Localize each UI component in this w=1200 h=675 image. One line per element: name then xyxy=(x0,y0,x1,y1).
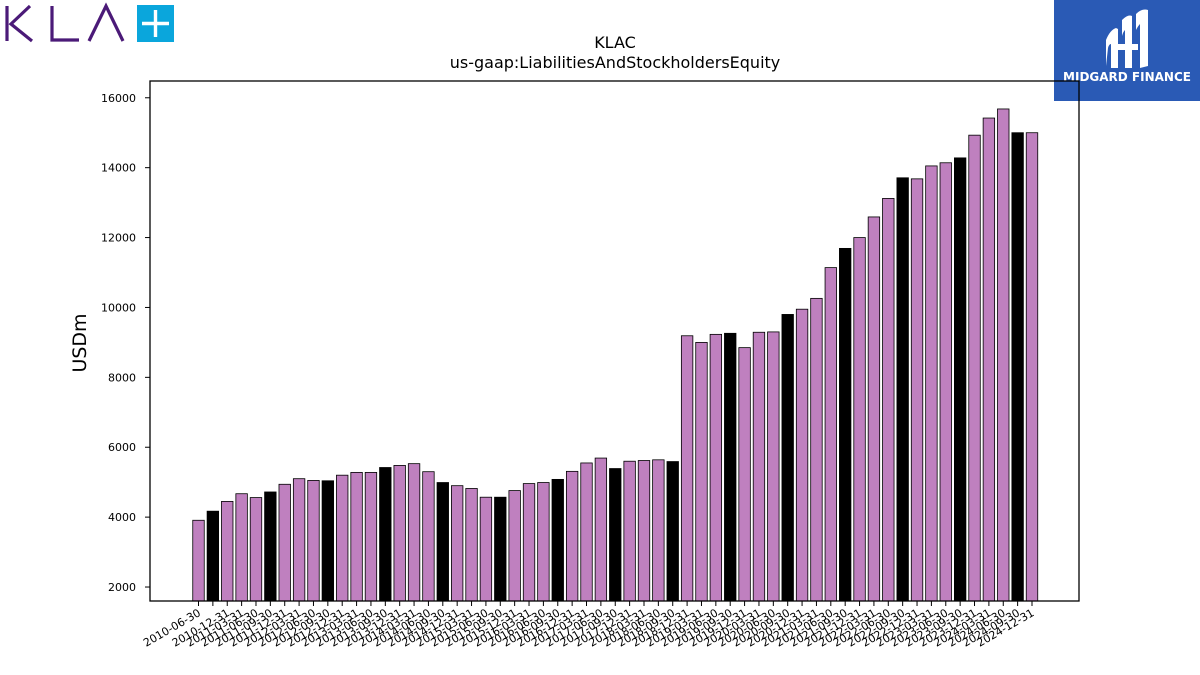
bar-2010-09-30 xyxy=(206,510,220,602)
bar-2015-06-30 xyxy=(479,496,493,602)
bar-2021-03-31 xyxy=(810,297,823,602)
bar-2017-09-30 xyxy=(609,468,622,602)
bar-2022-12-31 xyxy=(910,178,924,602)
bar-2011-12-31 xyxy=(278,483,291,602)
bar-2013-09-30 xyxy=(379,467,392,602)
bar-2024-09-30 xyxy=(1011,132,1024,602)
bar-2020-03-31 xyxy=(752,331,766,602)
midgard-finance-watermark: MIDGARD FINANCE xyxy=(1054,0,1200,101)
bar-2019-06-30 xyxy=(709,333,722,602)
y-tick-label: 6000 xyxy=(108,441,136,454)
bar-2013-12-31 xyxy=(393,465,406,602)
bar-2024-03-31 xyxy=(982,117,996,602)
bar-2014-03-31 xyxy=(407,463,421,602)
bar-2010-12-31 xyxy=(221,500,234,602)
bar-2016-09-30 xyxy=(551,478,564,602)
bar-series xyxy=(192,108,1039,602)
bar-2024-12-31 xyxy=(1025,132,1039,602)
bar-2022-03-31 xyxy=(867,216,881,602)
bar-2013-03-31 xyxy=(350,471,363,602)
bar-2016-06-30 xyxy=(537,482,550,602)
y-tick-label: 12000 xyxy=(101,232,136,245)
bar-2016-03-31 xyxy=(522,483,536,602)
bar-2018-06-30 xyxy=(652,459,665,602)
plot-frame xyxy=(149,80,1080,602)
bar-2021-06-30 xyxy=(824,267,837,602)
bar-2022-06-30 xyxy=(882,198,895,602)
bar-2013-06-30 xyxy=(364,471,378,602)
bar-2014-06-30 xyxy=(422,471,435,602)
bar-2017-03-31 xyxy=(580,462,593,602)
bar-2011-03-31 xyxy=(235,493,248,602)
bar-2017-06-30 xyxy=(594,457,608,602)
bar-2014-12-31 xyxy=(451,485,464,602)
chart-subtitle: us-gaap:LiabilitiesAndStockholdersEquity xyxy=(450,53,781,72)
bar-2012-06-30 xyxy=(307,480,320,602)
y-tick-label: 10000 xyxy=(101,301,136,314)
bar-2019-09-30 xyxy=(724,332,737,602)
bar-2015-09-30 xyxy=(494,496,507,602)
bar-2012-12-31 xyxy=(336,474,349,602)
bar-2020-06-30 xyxy=(767,331,780,602)
bar-2019-12-31 xyxy=(738,347,751,602)
bar-2022-09-30 xyxy=(896,177,909,602)
bar-2012-03-31 xyxy=(292,478,306,602)
klac-logo xyxy=(5,2,174,43)
kla-wordmark xyxy=(5,2,125,43)
bar-2024-06-30 xyxy=(997,108,1010,602)
y-tick-label: 4000 xyxy=(108,511,136,524)
bar-2016-12-31 xyxy=(565,470,579,602)
bar-2014-09-30 xyxy=(436,482,449,602)
bar-2010-06-30 xyxy=(192,519,205,602)
bar-2023-12-31 xyxy=(968,134,981,602)
x-axis: 2010-06-302010-12-312011-03-312011-06-30… xyxy=(141,601,1037,650)
y-tick-label: 16000 xyxy=(101,92,136,105)
bar-2017-12-31 xyxy=(623,460,636,602)
bar-2020-09-30 xyxy=(781,314,794,602)
bar-2015-12-31 xyxy=(508,490,521,602)
bar-2019-03-31 xyxy=(695,341,708,602)
y-tick-label: 2000 xyxy=(108,581,136,594)
bar-2021-12-31 xyxy=(853,237,866,602)
bar-2018-09-30 xyxy=(666,461,679,602)
y-axis: 2000 4000 6000 8000 10000 12000 14000 16000 xyxy=(101,92,150,594)
bar-2012-09-30 xyxy=(321,480,334,602)
bar-2011-06-30 xyxy=(249,497,263,602)
bar-2018-12-31 xyxy=(680,335,694,602)
bar-2023-03-31 xyxy=(925,165,938,602)
y-tick-label: 8000 xyxy=(108,371,136,384)
y-axis-label: USDm xyxy=(69,313,91,372)
bar-2023-09-30 xyxy=(954,157,967,602)
bar-2011-09-30 xyxy=(264,491,277,602)
plus-icon xyxy=(137,5,174,42)
watermark-text: MIDGARD FINANCE xyxy=(1063,70,1191,84)
midgard-emblem-icon xyxy=(1106,9,1148,68)
chart-title: KLAC xyxy=(594,33,636,52)
bar-2018-03-31 xyxy=(637,460,651,602)
bar-2021-09-30 xyxy=(839,247,852,602)
bar-2023-06-30 xyxy=(939,162,952,602)
bar-2015-03-31 xyxy=(465,488,478,602)
y-tick-label: 14000 xyxy=(101,162,136,175)
bar-2020-12-31 xyxy=(795,308,809,602)
